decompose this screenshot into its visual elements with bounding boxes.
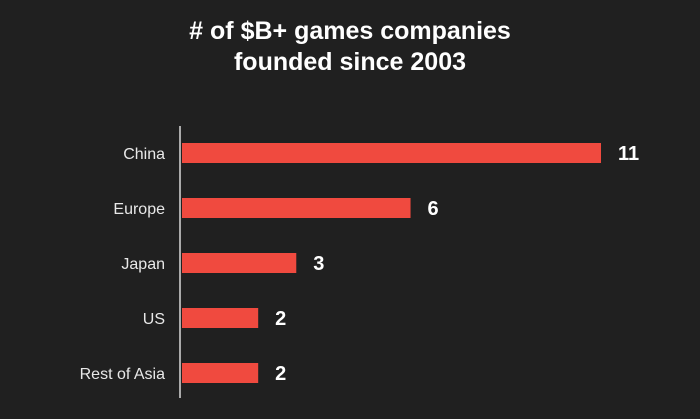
value-label: 11 xyxy=(618,143,639,165)
category-label: China xyxy=(123,146,165,163)
bar-china xyxy=(182,143,601,163)
category-label: Europe xyxy=(113,201,165,218)
value-label: 2 xyxy=(275,308,286,330)
bar-europe xyxy=(182,198,411,218)
chart-title-line-1: # of $B+ games companies xyxy=(189,17,511,45)
value-label: 3 xyxy=(313,253,324,275)
chart-title-line-2: founded since 2003 xyxy=(233,48,467,76)
category-label: Rest of Asia xyxy=(80,366,165,383)
category-label: Japan xyxy=(121,256,165,273)
bar-japan xyxy=(182,253,297,273)
value-label: 2 xyxy=(275,363,286,385)
value-label: 6 xyxy=(428,198,439,220)
bar-rest-of-asia xyxy=(182,363,259,383)
chart-title: # of $B+ games companies founded since 2… xyxy=(0,16,700,78)
bar-us xyxy=(182,308,259,328)
category-label: US xyxy=(143,311,165,328)
